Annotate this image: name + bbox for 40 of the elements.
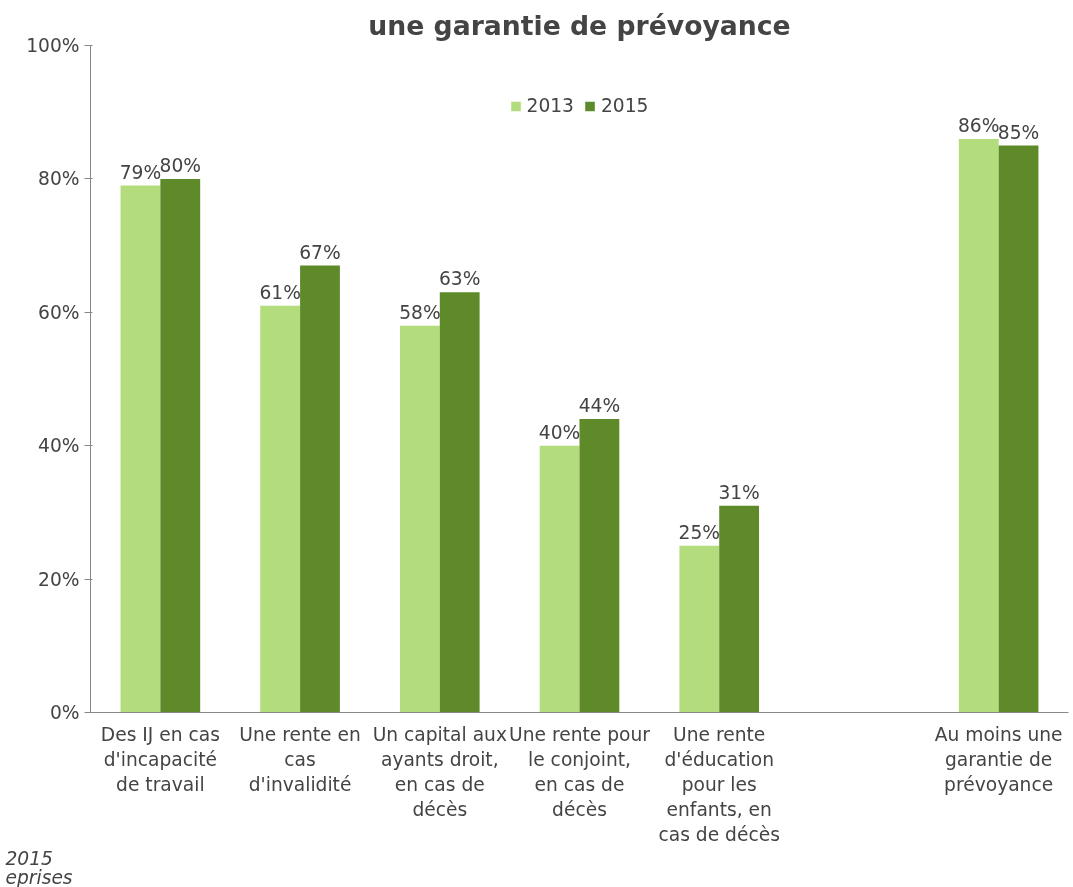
y-tick-label: 0% — [49, 702, 80, 723]
bar — [958, 138, 999, 713]
bar — [160, 178, 201, 713]
data-label: 80% — [159, 154, 201, 176]
bar — [300, 265, 340, 713]
bar — [260, 305, 301, 713]
y-tick-label: 80% — [38, 168, 80, 190]
y-tick-label: 20% — [38, 568, 80, 590]
y-tick-label: 100% — [26, 35, 80, 56]
data-label: 86% — [958, 114, 1000, 136]
data-label: 67% — [299, 241, 341, 263]
x-tick-label: Une rente d'éducation pour les enfants, en cas de décès — [658, 723, 780, 846]
bar — [579, 419, 620, 713]
x-tick-label: Une rente pour le conjoint, en cas de décès — [509, 723, 651, 821]
x-tick-label: Au moins une garantie de prévoyance — [934, 723, 1063, 795]
data-label: 31% — [718, 481, 760, 503]
data-label: 40% — [538, 421, 581, 443]
data-label: 25% — [678, 521, 721, 543]
data-label: 44% — [578, 395, 621, 417]
bar — [439, 292, 480, 713]
data-label: 58% — [399, 301, 441, 323]
bar — [998, 145, 1039, 713]
legend-label: 2015 — [601, 95, 649, 116]
bar — [539, 445, 580, 713]
bar — [719, 505, 760, 713]
data-label: 61% — [259, 281, 301, 303]
x-tick-label: Un capital aux ayants droit, en cas de décès — [372, 723, 507, 821]
bar — [120, 185, 161, 713]
x-tick-label: Des IJ en cas d'incapacité de travail — [100, 723, 220, 795]
x-tick-label: Une rente en cas d'invalidité — [239, 723, 361, 795]
chart-title: une garantie de prévoyance — [368, 9, 791, 41]
data-label: 79% — [119, 161, 162, 183]
data-label: 63% — [438, 268, 481, 290]
y-tick-label: 40% — [38, 435, 80, 457]
bar — [399, 325, 440, 713]
y-tick-label: 60% — [38, 301, 80, 323]
legend-label: 2013 — [526, 95, 574, 116]
text: 2015 — [5, 847, 53, 869]
bar — [679, 545, 720, 713]
text: eprises — [5, 866, 73, 887]
